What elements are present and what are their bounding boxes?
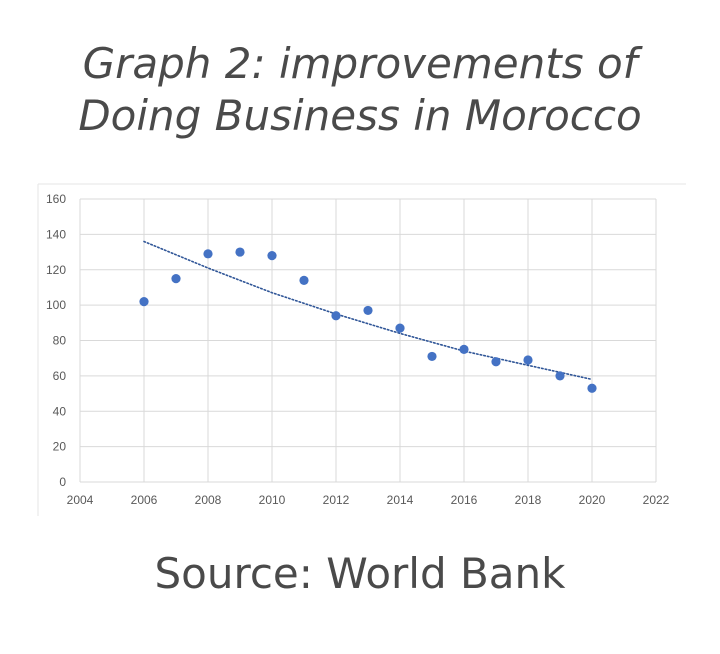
x-tick-label-8: 2020 (579, 493, 606, 507)
data-point-11 (491, 357, 501, 367)
data-point-0 (139, 296, 149, 307)
y-tick-label-0: 0 (59, 475, 66, 489)
data-point-8 (395, 323, 405, 333)
y-tick-labels: 0 20 40 60 80 100 120 140 160 (46, 192, 66, 489)
data-point-10 (459, 344, 469, 354)
x-tick-label-0: 2004 (67, 493, 94, 507)
x-tick-label-4: 2012 (323, 493, 350, 507)
y-tick-label-3: 60 (53, 369, 67, 383)
x-tick-label-1: 2006 (131, 493, 158, 507)
y-tick-label-5: 100 (46, 298, 66, 312)
data-point-14 (587, 383, 597, 393)
x-tick-label-2: 2008 (195, 493, 222, 507)
x-tick-label-5: 2014 (387, 493, 414, 507)
grid-layer (79, 198, 657, 483)
trendline (143, 240, 593, 381)
x-tick-label-3: 2010 (259, 493, 286, 507)
chart-title: Graph 2: improvements of Doing Business … (0, 38, 720, 142)
data-point-3 (235, 247, 245, 257)
chart-title-line-1: Graph 2: improvements of (82, 39, 638, 88)
y-tick-label-8: 160 (46, 192, 66, 206)
x-tick-labels: 2004 2006 2008 2010 2012 2014 2016 2018 2020 2022 (67, 493, 670, 507)
y-tick-label-2: 40 (53, 404, 67, 418)
trendline-layer (143, 240, 593, 381)
data-points (139, 247, 597, 393)
data-point-9 (427, 351, 437, 362)
y-tick-label-7: 140 (46, 227, 66, 241)
data-point-5 (299, 275, 309, 285)
data-point-1 (171, 273, 181, 284)
y-tick-label-4: 80 (53, 334, 67, 348)
data-point-2 (203, 249, 213, 259)
data-point-13 (555, 371, 565, 381)
x-tick-label-9: 2022 (643, 493, 670, 507)
data-point-7 (363, 305, 373, 316)
data-point-4 (267, 251, 277, 261)
chart-title-line-2: Doing Business in Morocco (78, 91, 642, 140)
data-point-6 (331, 311, 341, 321)
data-point-12 (523, 355, 533, 365)
y-tick-label-6: 120 (46, 263, 66, 277)
x-tick-label-7: 2018 (515, 493, 542, 507)
y-tick-label-1: 20 (53, 440, 67, 454)
x-tick-label-6: 2016 (451, 493, 478, 507)
source-caption: Source: World Bank (154, 549, 566, 598)
